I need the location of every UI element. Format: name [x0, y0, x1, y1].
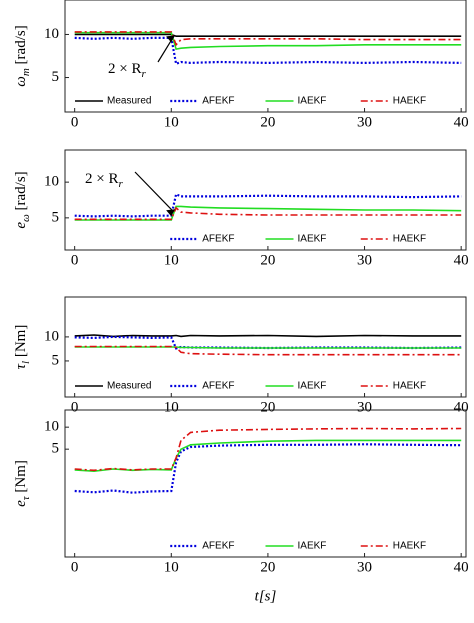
x-tick-label: 30 [357, 114, 372, 130]
legend-label: HAEKF [393, 96, 426, 107]
x-tick-label: 40 [454, 559, 469, 575]
legend-label: AFEKF [202, 541, 234, 552]
y-tick-label: 10 [44, 328, 59, 344]
series-line [74, 33, 462, 37]
x-tick-label: 30 [357, 559, 372, 575]
x-tick-label: 10 [164, 399, 179, 415]
legend-label: AFEKF [202, 381, 234, 392]
y-tick-label: 5 [52, 352, 60, 368]
annotation-sub: r [141, 68, 146, 80]
annotation-text: 2 × R [108, 61, 141, 77]
x-tick-label: 20 [260, 559, 275, 575]
legend-label: HAEKF [393, 234, 426, 245]
legend-label: Measured [107, 96, 151, 107]
x-tick-label: 20 [260, 399, 275, 415]
y-label-unit: [Nm] [13, 460, 29, 496]
legend-label: Measured [107, 381, 151, 392]
plot-frame [64, 409, 467, 558]
y-label-symbol: ω [13, 76, 29, 87]
legend-label: HAEKF [393, 381, 426, 392]
series-line [74, 427, 462, 472]
y-tick-label: 5 [52, 441, 60, 457]
x-tick-label: 40 [454, 252, 469, 268]
y-label-unit: [rad/s] [13, 25, 29, 68]
x-tick-label: 40 [454, 399, 469, 415]
legend-label: IAEKF [298, 541, 327, 552]
x-tick-label: 0 [71, 399, 79, 415]
plot-frame [64, 296, 467, 398]
x-tick-label: 10 [164, 114, 179, 130]
x-axis-label: t[s] [255, 588, 277, 604]
x-tick-label: 0 [71, 114, 79, 130]
series-line [74, 192, 462, 218]
legend-label: AFEKF [202, 234, 234, 245]
legend-label: AFEKF [202, 96, 234, 107]
legend-label: HAEKF [393, 541, 426, 552]
legend-label: IAEKF [298, 381, 327, 392]
x-tick-label: 10 [164, 252, 179, 268]
x-tick-label: 40 [454, 114, 469, 130]
x-tick-label: 20 [260, 114, 275, 130]
y-label-sub: l [20, 361, 32, 364]
y-label-symbol: e [13, 500, 29, 507]
plot-frame [64, 0, 467, 113]
legend-label: IAEKF [298, 234, 327, 245]
y-axis-label: τl [Nm] [13, 325, 31, 370]
y-label-unit: [rad/s] [13, 171, 29, 214]
series-line [74, 345, 462, 356]
legend-label: IAEKF [298, 96, 327, 107]
x-tick-label: 30 [357, 399, 372, 415]
annotation-text: 2 × R [85, 171, 118, 187]
y-axis-label: eω [rad/s] [13, 171, 31, 228]
plot-frame [64, 149, 467, 251]
annotation: 2 × Rr [108, 61, 146, 79]
y-axis-label: ωm [rad/s] [13, 25, 31, 86]
x-tick-label: 20 [260, 252, 275, 268]
annotation-arrow [134, 171, 174, 212]
x-tick-label: 0 [71, 559, 79, 575]
annotation-sub: r [118, 178, 123, 190]
x-tick-label: 30 [357, 252, 372, 268]
x-tick-label: 0 [71, 252, 79, 268]
y-tick-label: 10 [44, 419, 59, 435]
series-line [74, 36, 462, 66]
arrow-head [166, 209, 176, 217]
series-line [74, 206, 462, 221]
y-label-sub: τ [20, 495, 32, 500]
series-line [74, 205, 462, 221]
y-axis-label: eτ [Nm] [13, 460, 31, 507]
series-line [74, 334, 462, 338]
y-tick-label: 5 [52, 209, 60, 225]
y-label-sub: m [20, 68, 32, 76]
y-tick-label: 10 [44, 174, 59, 190]
x-tick-label: 10 [164, 559, 179, 575]
y-label-symbol: τ [13, 363, 29, 369]
y-tick-label: 5 [52, 69, 60, 85]
y-tick-label: 10 [44, 26, 59, 42]
arrow-head [166, 35, 176, 43]
series-line [74, 443, 462, 494]
annotation: 2 × Rr [85, 171, 123, 189]
series-line [74, 31, 462, 47]
y-label-symbol: e [13, 222, 29, 229]
y-label-unit: [Nm] [13, 325, 29, 361]
y-label-sub: ω [20, 214, 32, 222]
